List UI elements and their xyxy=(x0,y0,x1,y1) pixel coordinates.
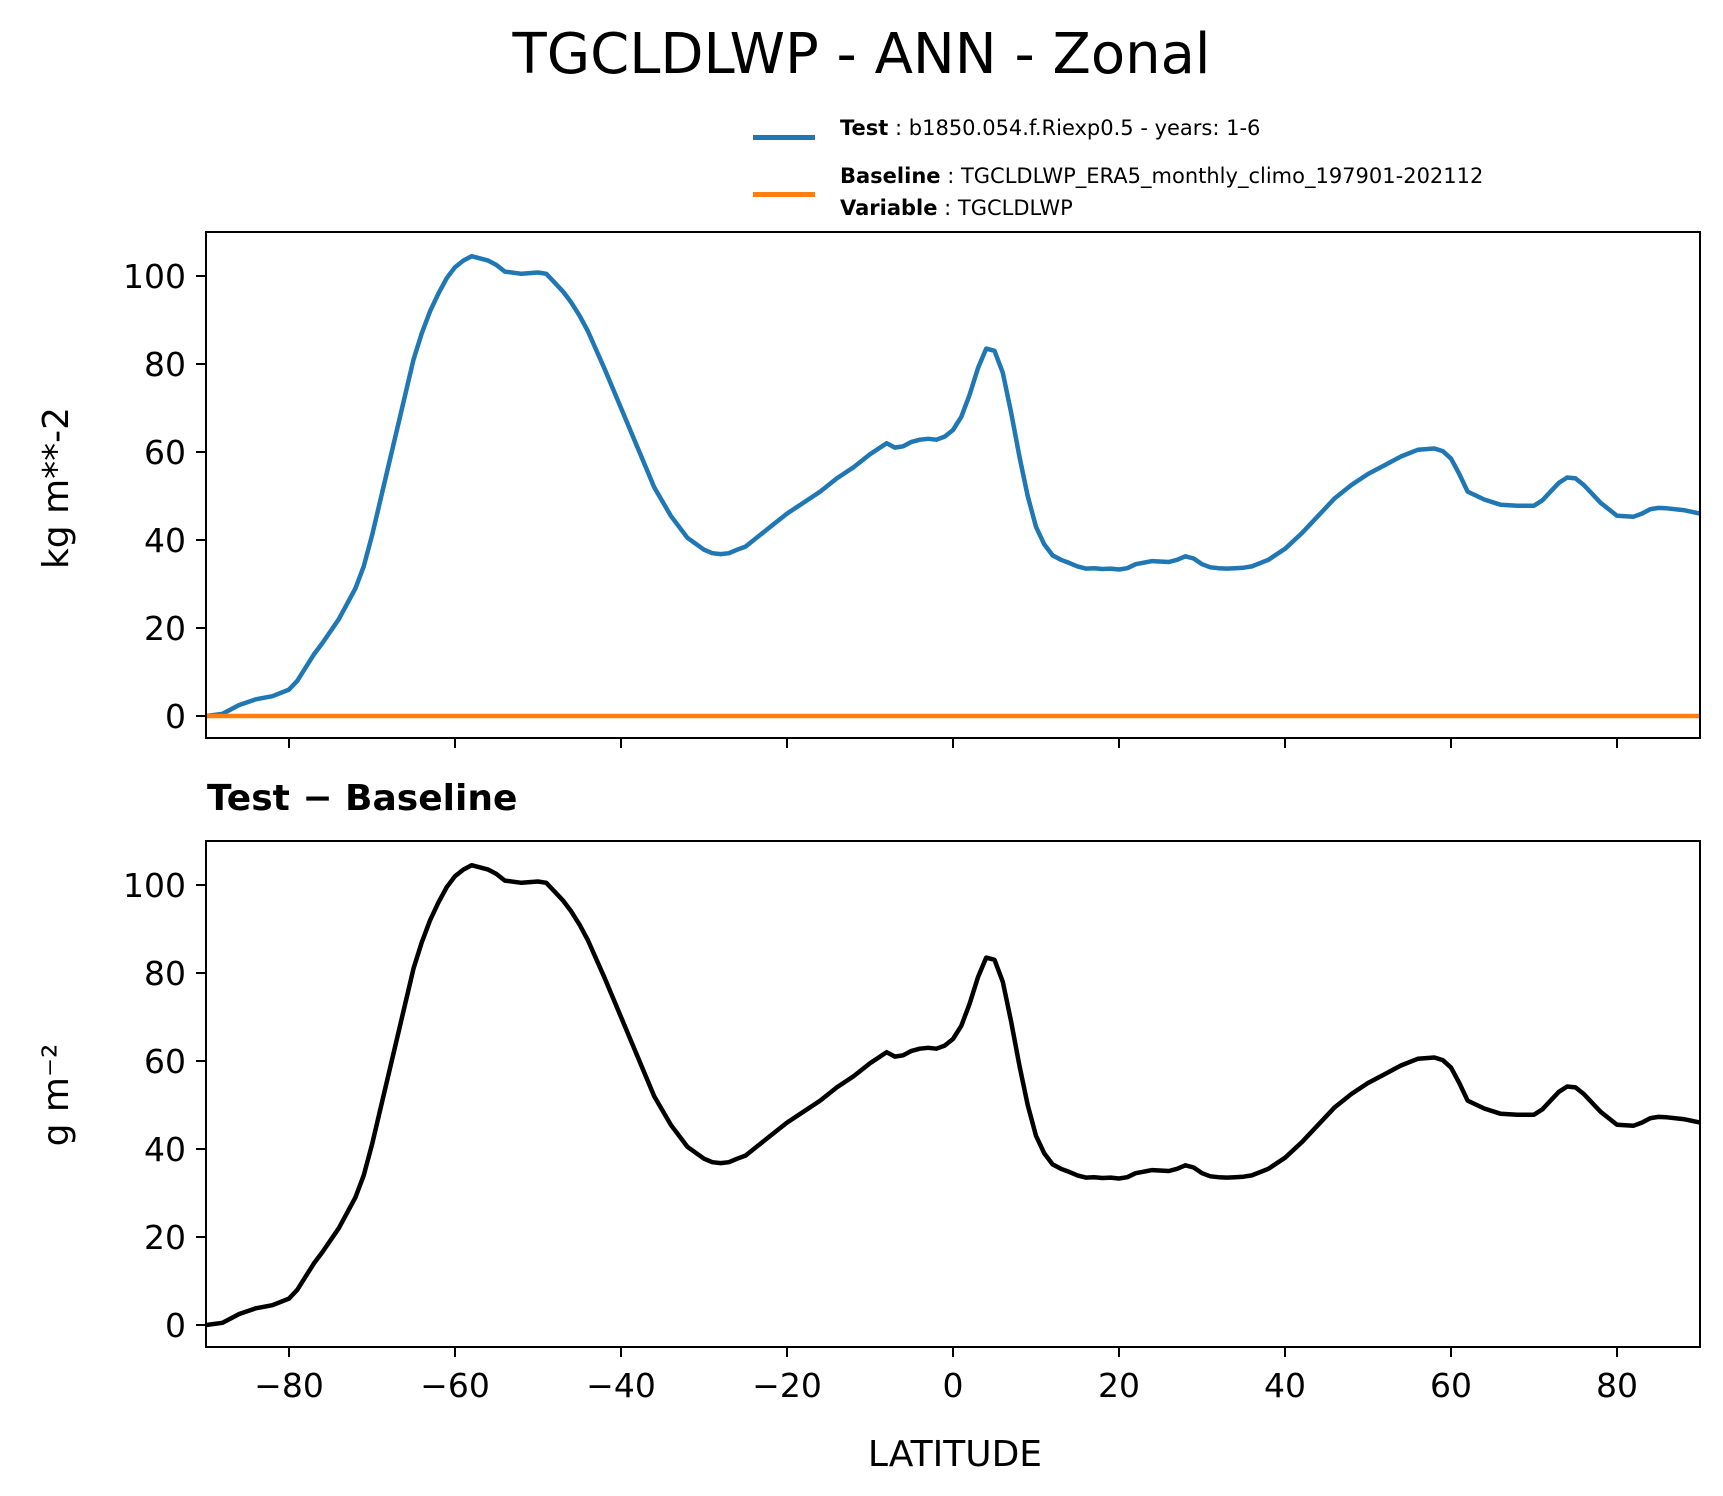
top-y-tick-label: 40 xyxy=(144,521,186,560)
difference-panel-title: Test − Baseline xyxy=(207,778,518,819)
bottom-x-tick-label: 60 xyxy=(1430,1366,1472,1405)
legend-baseline-value: TGCLDLWP_ERA5_monthly_climo_197901-20211… xyxy=(960,164,1484,188)
top-y-tick-label: 60 xyxy=(144,433,186,472)
bottom-x-tick-label: 80 xyxy=(1596,1366,1638,1405)
legend-entry-baseline: Baseline : TGCLDLWP_ERA5_monthly_climo_1… xyxy=(753,164,1484,197)
bottom-x-tick-label: −20 xyxy=(752,1366,822,1405)
top-axes: 0 20 40 60 80 100 xyxy=(123,231,1701,748)
top-y-axis-label: kg m**-2 xyxy=(36,407,77,569)
bottom-y-tick-label: 80 xyxy=(144,954,186,993)
legend-swatch-test xyxy=(753,135,815,140)
legend-swatch-baseline xyxy=(753,192,815,197)
legend-variable-key: Variable xyxy=(840,196,938,220)
legend-entry-variable: Variable : TGCLDLWP xyxy=(840,198,1073,219)
bottom-y-tick-label: 0 xyxy=(165,1306,186,1345)
legend-separator: : xyxy=(940,164,961,188)
bottom-x-tick-label: −40 xyxy=(586,1366,656,1405)
bottom-x-tick-label: −80 xyxy=(254,1366,324,1405)
bottom-y-axis-label: g m⁻² xyxy=(36,1044,77,1147)
legend-baseline-key: Baseline xyxy=(840,164,941,188)
bottom-series-line-test-baseline xyxy=(206,862,1700,1328)
bottom-x-tick-label: 40 xyxy=(1264,1366,1306,1405)
top-y-tick-label: 20 xyxy=(144,609,186,648)
legend-test-key: Test xyxy=(840,116,889,140)
legend-test-value: b1850.054.f.Riexp0.5 - years: 1-6 xyxy=(908,116,1261,140)
legend-entry-test: Test : b1850.054.f.Riexp0.5 - years: 1-6 xyxy=(753,116,1261,140)
bottom-y-tick-label: 100 xyxy=(123,866,186,905)
legend-variable-value: TGCLDLWP xyxy=(957,196,1073,220)
legend-separator: : xyxy=(937,196,958,220)
bottom-x-tick-label: 20 xyxy=(1098,1366,1140,1405)
x-axis-label: LATITUDE xyxy=(868,1434,1042,1475)
top-series-line-test xyxy=(206,253,1700,719)
bottom-y-tick-label: 20 xyxy=(144,1218,186,1257)
top-y-tick-label: 80 xyxy=(144,345,186,384)
bottom-x-tick-label: 0 xyxy=(943,1366,964,1405)
legend-separator: : xyxy=(888,116,909,140)
top-y-tick-label: 0 xyxy=(165,697,186,736)
bottom-axes: 0 20 40 60 80 100 −80 −60 −40 −20 0 20 40 60 80 xyxy=(123,840,1701,1405)
bottom-y-tick-label: 60 xyxy=(144,1042,186,1081)
figure-title: TGCLDLWP - ANN - Zonal xyxy=(512,22,1211,87)
bottom-x-tick-label: −60 xyxy=(420,1366,490,1405)
bottom-y-tick-label: 40 xyxy=(144,1130,186,1169)
top-y-tick-label: 100 xyxy=(123,257,186,296)
